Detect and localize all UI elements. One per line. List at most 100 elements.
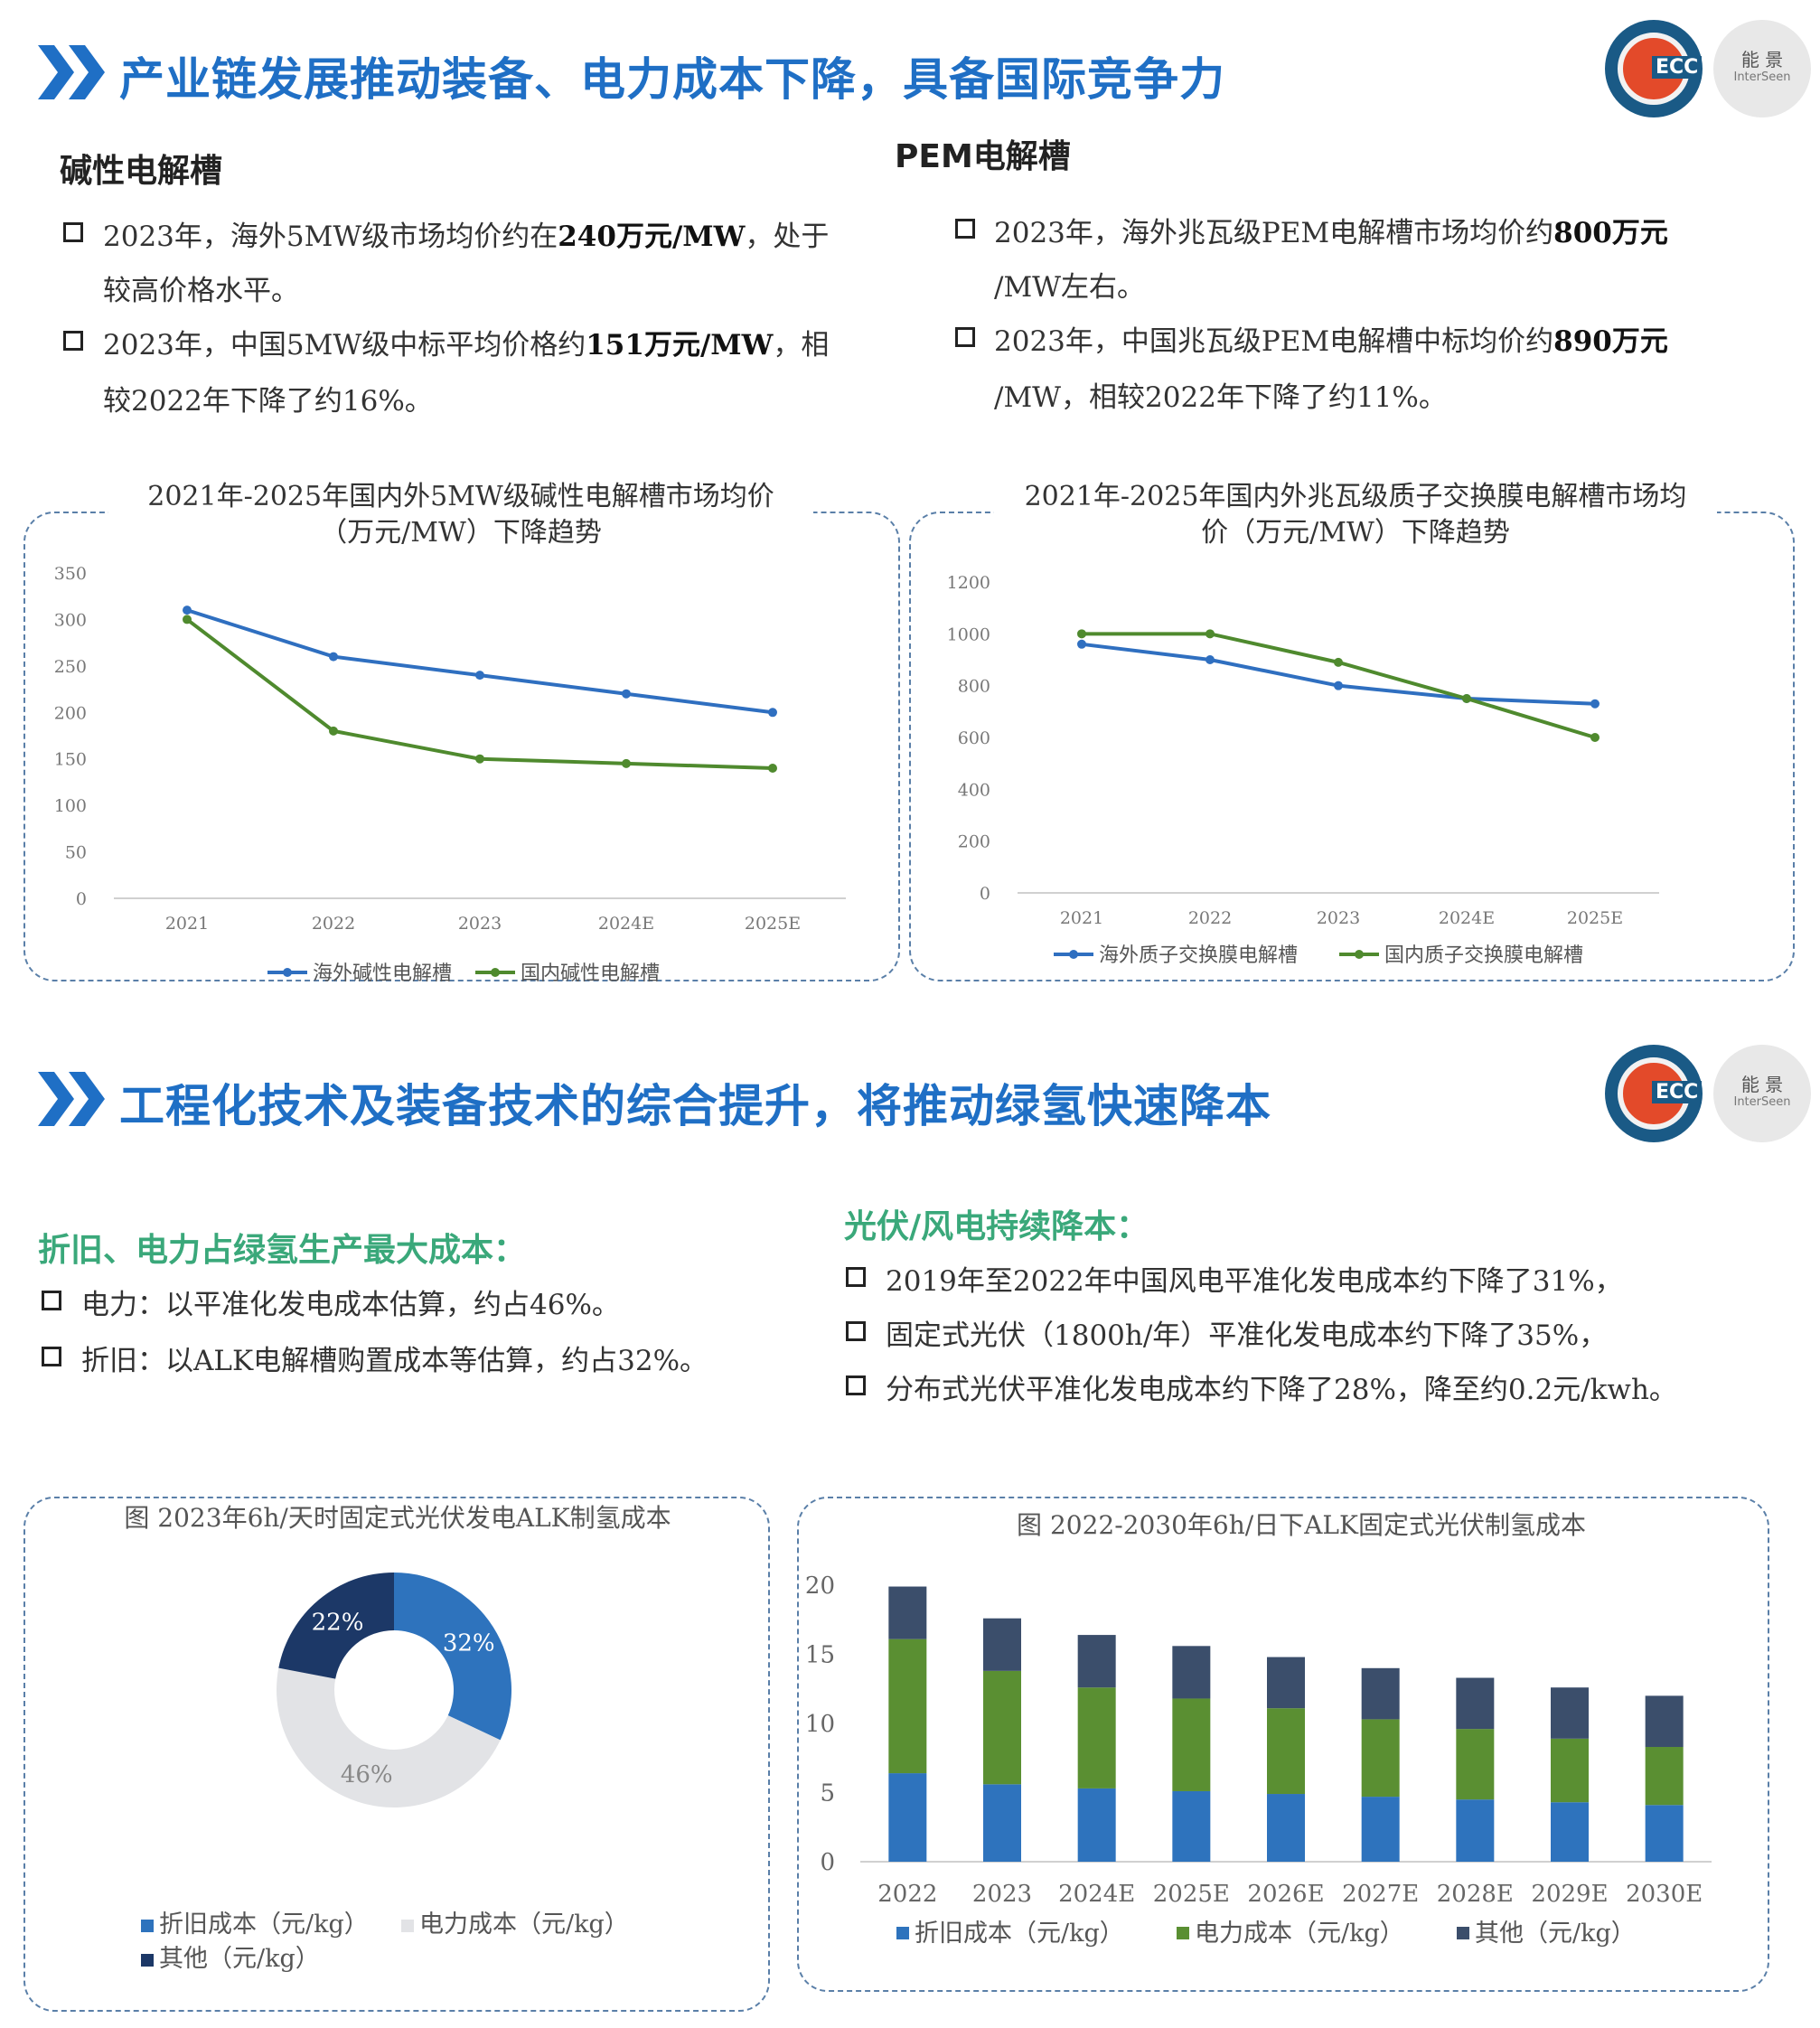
y-tick-label: 800: [958, 677, 990, 697]
slice-label: 32%: [443, 1629, 495, 1657]
x-tick-label: 2022: [1188, 908, 1232, 928]
legend-label: 国内碱性电解槽: [521, 962, 660, 981]
bar-segment-2: [1645, 1747, 1684, 1806]
x-tick-label: 2027E: [1342, 1881, 1419, 1908]
cost-heading: 折旧、电力占绿氢生产最大成本：: [38, 1232, 527, 1269]
section-title-2: 工程化技术及装备技术的综合提升，将推动绿氢快速降本: [119, 1080, 1271, 1132]
y-tick-label: 1000: [947, 624, 990, 644]
x-tick-label: 2029E: [1531, 1881, 1608, 1908]
bar-segment-2: [983, 1670, 1021, 1785]
x-tick-label: 2022: [877, 1881, 937, 1908]
y-tick-label: 1200: [947, 573, 990, 593]
interseen-logo: 能 景 InterSeen: [1713, 1045, 1811, 1142]
data-point: [768, 764, 777, 773]
pem-bullet-1-cont: /MW左右。: [994, 271, 1146, 304]
checkbox-icon: [63, 331, 83, 351]
bar-segment-1: [983, 1784, 1021, 1862]
legend-label: 折旧成本（元/kg）: [915, 1920, 1124, 1948]
data-point: [1590, 699, 1600, 709]
bar-segment-1: [1645, 1805, 1684, 1862]
bar-segment-2: [1551, 1738, 1589, 1803]
cost-bar-chart: 0 5 10 15 20 2022 2023 2024E 2025E 2026E 2027E 2028…: [805, 1573, 1712, 1948]
bar-segment-2: [1456, 1729, 1495, 1800]
data-point: [475, 671, 484, 681]
slice-label: 22%: [312, 1609, 364, 1636]
bar-segment-2: [1172, 1698, 1211, 1791]
alk-bullet-1: 2023年，海外5MW级市场均价约在240万元/MW，处于: [103, 221, 830, 253]
y-tick-label: 5: [820, 1780, 835, 1807]
x-tick-label: 2025E: [1567, 908, 1623, 928]
checkbox-icon: [63, 222, 83, 242]
x-tick-label: 2025E: [745, 914, 801, 934]
bar-segment-3: [1456, 1677, 1495, 1730]
bar-segment-2: [1361, 1719, 1400, 1798]
data-point: [183, 606, 192, 615]
pv-bullet-3: 分布式光伏平准化发电成本约下降了28%，降至约0.2元/kwh。: [886, 1374, 1677, 1406]
bar-segment-3: [1551, 1687, 1589, 1739]
bar-segment-1: [1077, 1788, 1116, 1862]
pie-slice: [278, 1573, 394, 1679]
pie-slice: [394, 1573, 511, 1741]
y-tick-label: 0: [820, 1849, 835, 1876]
legend-swatch: [1457, 1927, 1469, 1939]
checkbox-icon: [42, 1347, 61, 1366]
y-tick-label: 600: [958, 728, 990, 748]
bar-segment-2: [1077, 1687, 1116, 1789]
legend-swatch: [401, 1920, 414, 1932]
slice-label: 46%: [341, 1761, 393, 1789]
alk-heading: 碱性电解槽: [60, 153, 223, 190]
checkbox-icon: [955, 219, 975, 239]
data-point: [768, 708, 777, 718]
y-tick-label: 200: [54, 703, 87, 723]
data-point: [1334, 657, 1343, 667]
y-tick-label: 150: [54, 750, 87, 770]
legend-swatch: [141, 1920, 154, 1932]
data-point: [622, 689, 631, 699]
bar-segment-1: [1267, 1794, 1305, 1862]
data-point: [329, 726, 338, 736]
bar-segment-1: [1456, 1799, 1495, 1862]
data-point: [329, 652, 338, 662]
section-title: 产业链发展推动装备、电力成本下降，具备国际竞争力: [119, 53, 1225, 106]
legend-label: 国内质子交换膜电解槽: [1384, 944, 1583, 967]
alk-line-chart: 0 50 100 150 200 250 300 350 2021 2022 2023 2024E 20…: [54, 564, 846, 981]
x-tick-label: 2030E: [1626, 1881, 1703, 1908]
data-point: [1206, 629, 1215, 639]
checkbox-icon: [846, 1375, 866, 1395]
legend-swatch: [1177, 1927, 1189, 1939]
y-tick-label: 350: [54, 564, 87, 584]
bar-segment-3: [888, 1586, 927, 1639]
x-tick-label: 2024E: [1058, 1881, 1135, 1908]
y-tick-label: 20: [805, 1573, 835, 1600]
x-tick-label: 2023: [1317, 908, 1360, 928]
checkbox-icon: [42, 1291, 61, 1310]
pie-slice: [277, 1667, 501, 1807]
alk-bullet-1-cont: 较高价格水平。: [103, 275, 299, 307]
legend-marker: [1355, 950, 1364, 959]
pem-chart-title: 2021年-2025年国内外兆瓦级质子交换膜电解槽市场均 价（万元/MW）下降趋势: [994, 479, 1717, 551]
bar-segment-3: [1077, 1635, 1116, 1688]
bar-segment-3: [983, 1618, 1021, 1671]
data-point: [1590, 733, 1600, 742]
y-tick-label: 100: [54, 796, 87, 816]
bar-segment-3: [1172, 1646, 1211, 1699]
cost-bullet-2: 折旧：以ALK电解槽购置成本等估算，约占32%。: [81, 1345, 708, 1377]
y-tick-label: 0: [76, 889, 87, 909]
data-point: [1077, 629, 1086, 639]
bar-segment-1: [1172, 1790, 1211, 1862]
series-line-1: [186, 608, 774, 715]
checkbox-icon: [846, 1267, 866, 1287]
series-line-2: [185, 617, 774, 770]
cost-donut-chart: 32% 46% 22% 折旧成本（元/kg） 电力成本（元/kg） 其他（元/kg）: [141, 1573, 629, 1973]
bar-segment-2: [888, 1638, 927, 1774]
legend-marker: [283, 968, 292, 977]
x-tick-label: 2021: [1060, 908, 1103, 928]
legend-swatch: [896, 1927, 909, 1939]
checkbox-icon: [955, 327, 975, 347]
legend-swatch: [141, 1954, 154, 1967]
bar-segment-2: [1267, 1708, 1305, 1795]
legend-label: 折旧成本（元/kg）: [159, 1911, 369, 1939]
pv-heading: 光伏/风电持续降本：: [844, 1208, 1149, 1245]
pem-bullet-2: 2023年，中国兆瓦级PEM电解槽中标均价约890万元: [994, 325, 1668, 358]
y-tick-label: 250: [54, 657, 87, 677]
